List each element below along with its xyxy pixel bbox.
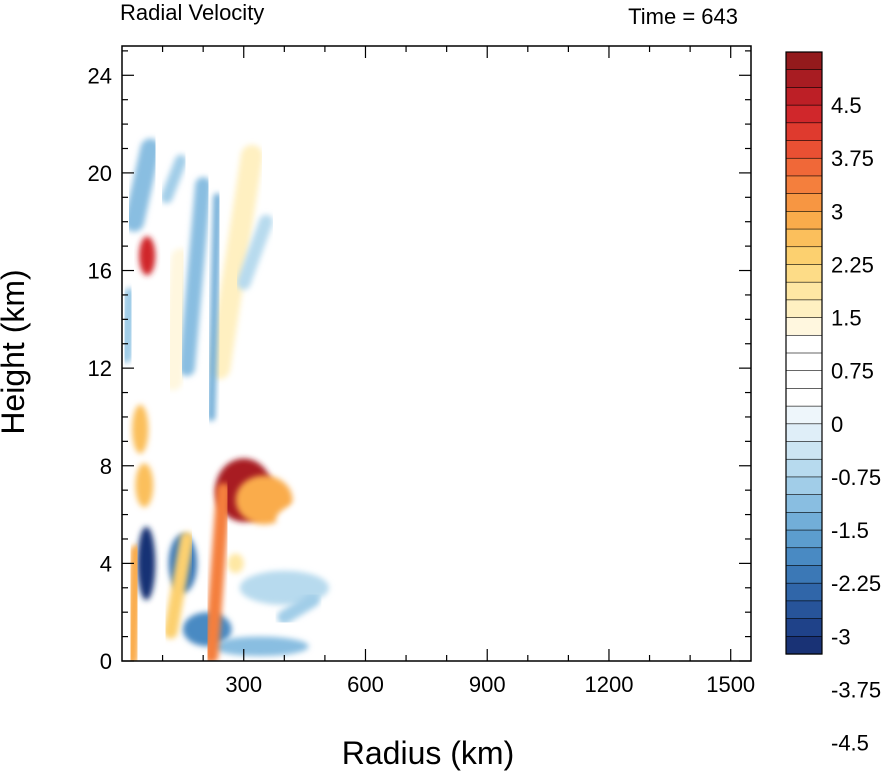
chart-title-right: Time = 643 (628, 4, 738, 29)
velocity-feature (317, 385, 341, 442)
colorbar-swatch (785, 476, 823, 496)
x-tick-label: 300 (225, 672, 262, 697)
velocity-feature (631, 187, 652, 222)
y-tick-label: 20 (88, 161, 112, 186)
colorbar-swatch (785, 211, 823, 230)
y-tick-label: 8 (100, 454, 112, 479)
x-tick-label: 600 (347, 672, 384, 697)
y-tick-label: 12 (88, 356, 112, 381)
velocity-feature (235, 475, 293, 525)
colorbar-swatch (785, 264, 823, 283)
colorbar-swatch (785, 512, 823, 531)
colorbar-swatch (785, 600, 823, 620)
colorbar-label: -4.5 (831, 731, 869, 756)
velocity-feature (137, 526, 156, 600)
x-axis-label: Radius (km) (342, 735, 514, 771)
chart-title-left: Radial Velocity (120, 0, 264, 25)
colorbar-swatch (785, 104, 823, 124)
axes: 300 600 900 1200 1500 0 4 8 12 16 20 24 (88, 46, 755, 697)
velocity-feature (160, 154, 187, 204)
colorbar-label: 0.75 (831, 359, 874, 384)
y-tick-label: 4 (100, 551, 112, 576)
colorbar-swatch (785, 352, 823, 372)
velocity-feature (255, 154, 302, 317)
velocity-feature (143, 336, 166, 400)
colorbar-swatch (785, 405, 823, 425)
colorbar-swatch (785, 618, 823, 637)
colorbar: 4.5 3.75 3 2.25 1.5 0.75 0 -0.75 -1.5 -2.25 -3 -3.7… (785, 51, 881, 756)
colorbar-swatch (785, 582, 823, 602)
velocity-feature (204, 483, 231, 661)
colorbar-swatch (785, 51, 823, 71)
x-tick-label: 1200 (584, 672, 633, 697)
colorbar-swatch (785, 334, 823, 354)
velocity-feature (277, 592, 320, 625)
colorbar-swatch (785, 388, 823, 407)
velocity-feature (132, 404, 149, 454)
velocity-feature (135, 463, 154, 508)
velocity-feature (162, 248, 191, 391)
y-tick-label: 0 (100, 649, 112, 674)
colorbar-label: -2.25 (831, 571, 881, 596)
velocity-feature (178, 177, 212, 377)
colorbar-swatch (785, 317, 823, 336)
velocity-feature (542, 229, 563, 259)
colorbar-label: -0.75 (831, 465, 881, 490)
velocity-feature (207, 193, 222, 421)
y-tick-label: 24 (88, 63, 112, 88)
colorbar-label: 4.5 (831, 93, 862, 118)
colorbar-swatch (785, 228, 823, 248)
colorbar-swatch (785, 122, 823, 142)
colorbar-swatch (785, 69, 823, 89)
colorbar-swatch (785, 635, 823, 655)
colorbar-label: -3 (831, 624, 851, 649)
y-axis-label: Height (km) (0, 269, 31, 434)
colorbar-swatch (785, 529, 823, 549)
colorbar-swatch (785, 370, 823, 390)
colorbar-swatch (785, 494, 823, 513)
velocity-feature (236, 214, 274, 290)
colorbar-label: 0 (831, 412, 843, 437)
velocity-feature (487, 431, 504, 481)
colorbar-label: 2.25 (831, 252, 874, 277)
colorbar-swatch (785, 299, 823, 319)
velocity-field (122, 138, 652, 661)
velocity-feature (243, 392, 305, 454)
velocity-feature (126, 545, 143, 661)
x-tick-label: 900 (469, 672, 506, 697)
plot-frame (121, 45, 752, 662)
colorbar-frame (785, 51, 823, 655)
y-tick-label: 16 (88, 259, 112, 284)
colorbar-swatch (785, 140, 823, 159)
velocity-feature (139, 236, 156, 276)
colorbar-label: 3.75 (831, 146, 874, 171)
colorbar-label: 3 (831, 199, 843, 224)
colorbar-swatch (785, 87, 823, 106)
colorbar-swatch (785, 565, 823, 584)
colorbar-swatch (785, 458, 823, 478)
colorbar-swatch (785, 246, 823, 266)
colorbar-swatch (785, 193, 823, 212)
colorbar-swatch (785, 175, 823, 195)
colorbar-swatch (785, 547, 823, 567)
colorbar-swatch (785, 157, 823, 177)
velocity-feature (124, 138, 161, 232)
x-tick-label: 1500 (706, 672, 755, 697)
colorbar-label: -3.75 (831, 677, 881, 702)
colorbar-swatch (785, 281, 823, 301)
colorbar-label: -1.5 (831, 518, 869, 543)
colorbar-swatch (785, 441, 823, 460)
velocity-feature (276, 497, 407, 542)
colorbar-swatch (785, 423, 823, 443)
colorbar-label: 1.5 (831, 306, 862, 331)
velocity-feature (208, 144, 263, 380)
velocity-feature (122, 287, 138, 363)
velocity-feature (211, 636, 309, 657)
velocity-feature (163, 531, 194, 639)
velocity-feature (227, 553, 244, 574)
